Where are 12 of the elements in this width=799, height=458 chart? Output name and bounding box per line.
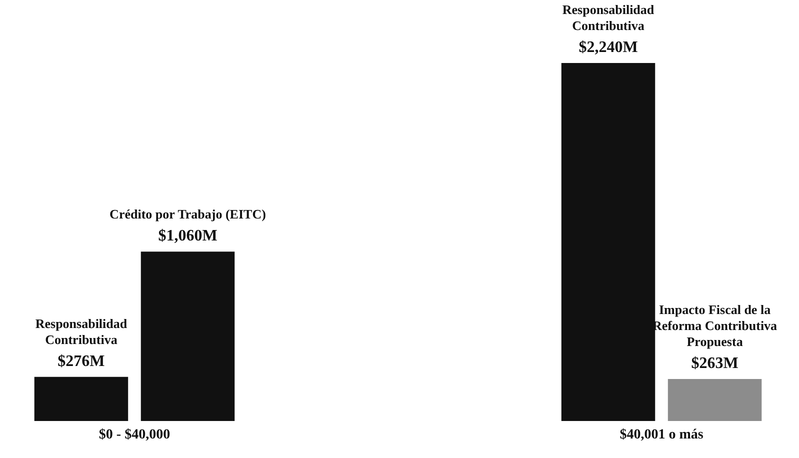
data-label: $276M (58, 352, 105, 370)
data-label: $1,060M (158, 228, 218, 245)
bar (561, 63, 656, 421)
bar (34, 376, 128, 421)
annotation: Crédito por Trabajo (EITC) (110, 206, 266, 222)
x-tick-label: $40,001 o más (620, 428, 704, 442)
annotation: Responsabilidad Contributiva (35, 316, 128, 347)
text: Responsabilidad Contributiva (562, 2, 655, 33)
x-tick-label: $0 - $40,000 (98, 428, 170, 442)
bar (668, 378, 762, 421)
data-label: $263M (691, 354, 738, 372)
data-label: $2,240M (578, 39, 638, 56)
